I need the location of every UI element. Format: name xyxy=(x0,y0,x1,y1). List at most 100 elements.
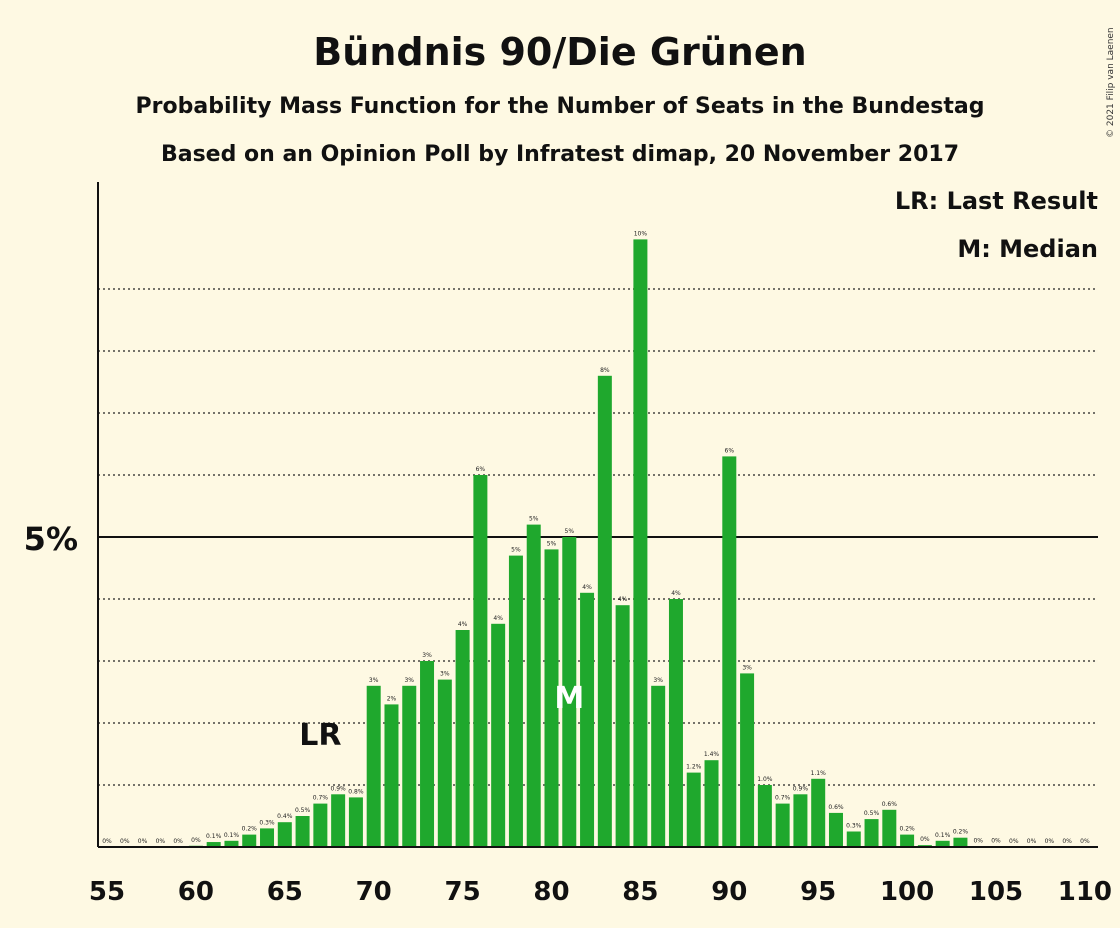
bar-label-79: 5% xyxy=(529,516,539,523)
chart-title: Bündnis 90/Die Grünen xyxy=(313,30,806,74)
bar-label-101: 0% xyxy=(920,836,930,843)
bar-label-66: 0.5% xyxy=(295,807,311,814)
bar-label-98: 0.5% xyxy=(864,810,880,817)
bar-label-94: 0.9% xyxy=(793,785,809,792)
bar-label-75: 4% xyxy=(458,621,468,628)
x-tick-95: 95 xyxy=(800,877,836,907)
bar-76 xyxy=(473,475,488,847)
bar-72 xyxy=(402,685,417,847)
bar-93 xyxy=(775,803,790,847)
bar-label-72: 3% xyxy=(404,677,414,684)
bar-label-102: 0.1% xyxy=(935,832,951,839)
legend-last-result: LR: Last Result xyxy=(895,187,1098,215)
bar-94 xyxy=(793,794,808,847)
y-tick-5: 5% xyxy=(24,520,78,558)
bar-label-97: 0.3% xyxy=(846,823,862,830)
bar-102 xyxy=(935,840,950,847)
bar-71 xyxy=(384,704,399,847)
bar-label-110: 0% xyxy=(1080,838,1090,845)
x-tick-70: 70 xyxy=(356,877,392,907)
bar-78 xyxy=(508,555,523,847)
bar-label-69: 0.8% xyxy=(348,788,364,795)
bar-86 xyxy=(651,685,666,847)
bar-89 xyxy=(704,760,719,847)
bar-62 xyxy=(224,840,239,847)
bar-66 xyxy=(295,816,310,847)
bar-label-86: 3% xyxy=(653,677,663,684)
bar-label-70: 3% xyxy=(369,677,379,684)
x-tick-100: 100 xyxy=(880,877,934,907)
bar-label-103: 0.2% xyxy=(953,829,969,836)
bar-label-85: 10% xyxy=(634,230,648,237)
x-tick-105: 105 xyxy=(969,877,1023,907)
bar-label-73: 3% xyxy=(422,652,432,659)
bar-99 xyxy=(882,809,897,847)
bar-label-63: 0.2% xyxy=(242,826,258,833)
bar-label-109: 0% xyxy=(1062,838,1072,845)
bar-label-108: 0% xyxy=(1045,838,1055,845)
bar-label-81: 5% xyxy=(565,528,575,535)
bar-103 xyxy=(953,837,968,847)
bar-label-56: 0% xyxy=(120,838,130,845)
bar-79 xyxy=(526,524,541,847)
bar-69 xyxy=(348,797,363,847)
bar-61 xyxy=(206,842,221,847)
bar-73 xyxy=(420,661,435,847)
bar-95 xyxy=(811,778,826,847)
bar-label-58: 0% xyxy=(156,838,166,845)
bar-82 xyxy=(580,592,595,847)
x-tick-65: 65 xyxy=(267,877,303,907)
chart-subtitle-2: Based on an Opinion Poll by Infratest di… xyxy=(161,142,959,167)
bar-label-96: 0.6% xyxy=(828,804,844,811)
bar-label-100: 0.2% xyxy=(899,826,915,833)
bar-label-87: 4% xyxy=(671,590,681,597)
bar-75 xyxy=(455,630,470,847)
bar-label-95: 1.1% xyxy=(811,770,827,777)
bar-label-61: 0.1% xyxy=(206,833,222,840)
bar-label-76: 6% xyxy=(476,466,486,473)
bar-74 xyxy=(437,679,452,847)
bar-label-82: 4% xyxy=(582,584,592,591)
bar-63 xyxy=(242,834,257,847)
x-tick-90: 90 xyxy=(711,877,747,907)
median-marker: M xyxy=(554,681,584,716)
bar-label-77: 4% xyxy=(493,615,503,622)
bar-64 xyxy=(260,828,275,847)
bar-label-57: 0% xyxy=(138,838,148,845)
bar-91 xyxy=(740,673,755,847)
bar-label-71: 2% xyxy=(387,695,397,702)
bar-96 xyxy=(828,812,843,847)
bar-label-88: 1.2% xyxy=(686,764,702,771)
bar-label-84: 4% xyxy=(618,596,628,603)
bar-84 xyxy=(615,605,630,847)
bar-98 xyxy=(864,819,879,847)
bar-label-107: 0% xyxy=(1027,838,1037,845)
x-tick-55: 55 xyxy=(89,877,125,907)
bar-label-93: 0.7% xyxy=(775,795,791,802)
bar-label-68: 0.9% xyxy=(331,785,347,792)
bar-68 xyxy=(331,794,346,847)
bar-92 xyxy=(757,785,772,847)
credit-text: © 2021 Filip van Laenen xyxy=(1106,27,1116,138)
bar-67 xyxy=(313,803,328,847)
bar-label-83: 8% xyxy=(600,367,610,374)
bar-label-78: 5% xyxy=(511,547,521,554)
bars: 0% 0% 0% 0% 0% 0%0.1% 0.1%0.2%0.3%0.4%0.5%0.7%… xyxy=(102,230,1090,847)
bar-label-104: 0% xyxy=(973,837,983,844)
bar-label-74: 3% xyxy=(440,671,450,678)
bar-77 xyxy=(491,623,506,847)
x-tick-80: 80 xyxy=(533,877,569,907)
bar-97 xyxy=(846,831,861,847)
bar-label-92: 1.0% xyxy=(757,776,773,783)
bar-label-91: 3% xyxy=(742,664,752,671)
legend-median: M: Median xyxy=(957,235,1098,263)
bar-80 xyxy=(544,549,559,847)
bar-label-59: 0% xyxy=(173,838,183,845)
x-tick-85: 85 xyxy=(622,877,658,907)
bar-label-99: 0.6% xyxy=(882,801,898,808)
x-tick-60: 60 xyxy=(178,877,214,907)
bar-81 xyxy=(562,537,577,847)
chart-subtitle: Probability Mass Function for the Number… xyxy=(136,94,985,119)
